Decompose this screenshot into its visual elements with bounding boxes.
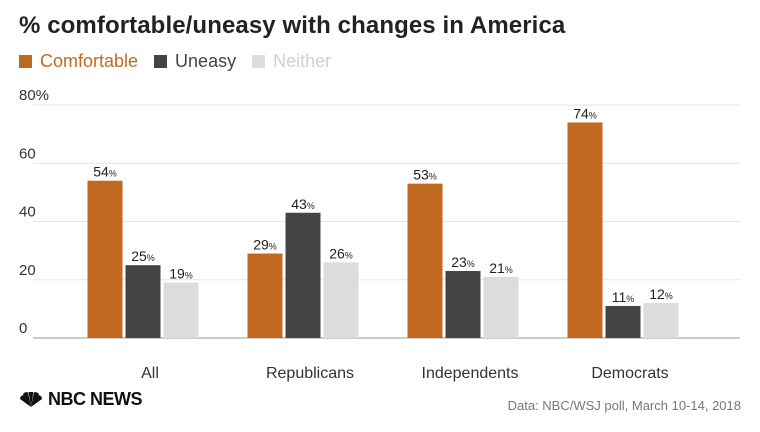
logo-text: NBC NEWS: [48, 389, 143, 409]
legend-swatch-neither: [252, 55, 266, 68]
bar: [285, 212, 321, 338]
legend: Comfortable Uneasy Neither: [19, 51, 347, 72]
bar: [605, 305, 641, 338]
data-label: 12%: [649, 286, 673, 302]
x-tick-label: Democrats: [591, 365, 668, 382]
bar: [567, 122, 603, 338]
bar: [323, 262, 359, 338]
bar: [163, 282, 199, 338]
bar: [483, 276, 519, 338]
legend-swatch-comfortable: [19, 55, 32, 68]
y-tick-label: 60: [19, 145, 36, 162]
legend-item-uneasy: Uneasy: [154, 51, 236, 72]
legend-label-uneasy: Uneasy: [175, 51, 237, 71]
data-label: 74%: [573, 105, 597, 121]
data-label: 26%: [329, 245, 353, 261]
source-note: Data: NBC/WSJ poll, March 10-14, 2018: [507, 398, 741, 413]
chart-title: % comfortable/uneasy with changes in Ame…: [19, 12, 566, 39]
x-tick-label: Republicans: [266, 365, 354, 382]
legend-label-comfortable: Comfortable: [40, 51, 139, 71]
x-tick-label: All: [141, 365, 159, 382]
data-label: 25%: [131, 248, 155, 264]
bar: [87, 180, 123, 338]
bar: [125, 265, 161, 338]
data-label: 43%: [291, 196, 315, 212]
y-tick-label: 0: [19, 320, 27, 337]
legend-swatch-uneasy: [154, 55, 168, 68]
data-label: 11%: [612, 289, 635, 305]
data-label: 21%: [489, 260, 513, 276]
bar: [407, 183, 443, 338]
bar: [247, 253, 283, 338]
data-label: 29%: [253, 237, 277, 253]
peacock-icon: [20, 391, 42, 407]
y-tick-label: 80%: [19, 87, 49, 104]
y-tick-label: 20: [19, 262, 36, 279]
data-label: 53%: [413, 167, 437, 183]
data-label: 54%: [93, 164, 117, 180]
x-tick-label: Independents: [422, 365, 519, 382]
legend-item-neither: Neither: [252, 51, 331, 72]
data-label: 19%: [169, 266, 193, 282]
bar: [643, 303, 679, 338]
legend-label-neither: Neither: [273, 51, 332, 71]
legend-item-comfortable: Comfortable: [19, 51, 138, 72]
data-label: 23%: [451, 254, 475, 270]
bar: [445, 271, 481, 338]
y-tick-label: 40: [19, 204, 36, 221]
nbc-news-logo: NBC NEWS: [18, 389, 143, 410]
